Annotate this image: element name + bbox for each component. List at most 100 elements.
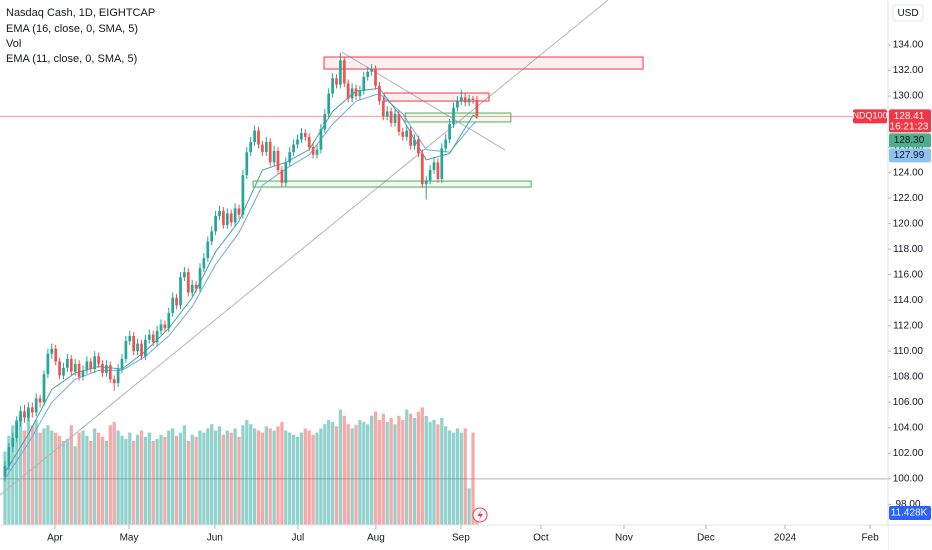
volume-bar	[89, 441, 93, 525]
candle-body	[69, 358, 73, 372]
candle-body	[42, 374, 46, 403]
ema-tag	[889, 133, 931, 148]
volume-bar	[264, 426, 268, 525]
volume-bar	[307, 430, 311, 525]
volume-bar	[18, 414, 23, 525]
candle-body	[378, 85, 381, 102]
candle-body	[413, 139, 416, 146]
volume-bar	[459, 432, 463, 525]
volume-bar	[69, 425, 73, 525]
volume-bar	[65, 438, 70, 525]
volume-bar	[213, 430, 218, 525]
volume-bar	[252, 428, 257, 525]
x-tick-label: Nov	[615, 533, 633, 544]
volume-bar	[362, 422, 366, 525]
volume-bar	[303, 428, 307, 525]
candle-body	[440, 148, 444, 179]
candle-body	[261, 144, 264, 153]
x-tick-label: Dec	[697, 533, 715, 544]
volume-bar	[342, 415, 346, 525]
volume-bar	[108, 425, 112, 525]
candle-body	[342, 60, 346, 84]
volume-bar	[178, 432, 183, 525]
candle-body	[73, 363, 77, 372]
volume-bar	[217, 426, 222, 525]
candle-body	[147, 334, 151, 340]
candle-body	[30, 407, 34, 413]
candle-body	[374, 69, 377, 86]
candle-body	[436, 162, 440, 179]
volume-bar	[132, 441, 136, 525]
candle-body	[405, 130, 409, 137]
volume-bar	[120, 435, 124, 525]
candle-body	[85, 361, 89, 371]
currency[interactable]: USD	[897, 8, 918, 19]
legend-entry: Vol	[6, 38, 21, 50]
volume-bar	[397, 415, 401, 525]
volume-bar	[163, 436, 167, 525]
volume-bar	[455, 428, 460, 525]
y-tick-label: 118.00	[893, 244, 923, 255]
candle-body	[331, 78, 334, 94]
volume-bar	[311, 434, 315, 525]
candle-body	[327, 93, 331, 114]
candle-body	[120, 358, 124, 370]
y-tick-label: 102.00	[893, 448, 924, 459]
volume-bar	[159, 434, 163, 525]
candle-body	[198, 268, 202, 289]
volume-bar	[350, 428, 354, 525]
symbol-tag-label: NDQ100	[852, 111, 887, 121]
candle-body	[257, 130, 260, 145]
y-tick-label: 100.00	[893, 473, 924, 484]
volume-bar	[323, 424, 327, 525]
volume-bar	[408, 413, 413, 525]
y-tick-label: 122.00	[893, 193, 924, 204]
candle-body	[58, 361, 61, 376]
candle-body	[66, 358, 69, 368]
candle-body	[339, 60, 342, 85]
candle-body	[54, 348, 58, 362]
volume-bar	[467, 488, 471, 525]
volume-bar	[3, 451, 7, 525]
x-tick-label: May	[120, 533, 139, 544]
volume-bar	[373, 411, 378, 525]
candle-body	[108, 365, 112, 380]
ema-tag-label: 127.99	[894, 150, 925, 161]
volume-bar	[432, 420, 436, 525]
volume-bar	[299, 432, 304, 525]
volume-bar	[291, 434, 296, 525]
volume-bar	[194, 436, 198, 525]
candle-body	[77, 363, 81, 377]
volume-bar	[42, 428, 46, 525]
axes: 134.00132.00130.00126.00124.00122.00120.…	[47, 40, 931, 544]
volume-bar	[338, 409, 343, 525]
candle-body	[206, 241, 210, 259]
volume-bar	[381, 413, 385, 525]
candle-body	[323, 113, 327, 130]
volume-bar	[412, 417, 417, 525]
volume-bar	[100, 436, 105, 525]
ema-tag	[889, 148, 931, 163]
candle-body	[171, 297, 175, 313]
live-icon-bolt[interactable]	[477, 510, 484, 520]
candle-body	[159, 324, 163, 331]
volume-bar	[34, 420, 38, 525]
candle-body	[389, 111, 393, 123]
currency-box[interactable]	[892, 4, 924, 22]
volume-bar	[77, 432, 81, 525]
live-icon[interactable]	[472, 507, 488, 523]
volume-bar	[7, 435, 11, 525]
candle-body	[105, 365, 108, 373]
volume-bar	[186, 441, 190, 525]
candle-body	[249, 141, 253, 153]
candle-body	[366, 71, 370, 77]
volume-bar	[428, 422, 432, 525]
volume-bar	[206, 428, 210, 525]
volume-bar	[11, 425, 15, 525]
volume-bar	[57, 435, 62, 525]
volume-bar	[424, 415, 428, 525]
legend-entry: EMA (11, close, 0, SMA, 5)	[6, 53, 137, 65]
y-tick-label: 120.00	[893, 218, 924, 229]
candle-body	[385, 111, 389, 117]
candle-body	[471, 98, 475, 100]
